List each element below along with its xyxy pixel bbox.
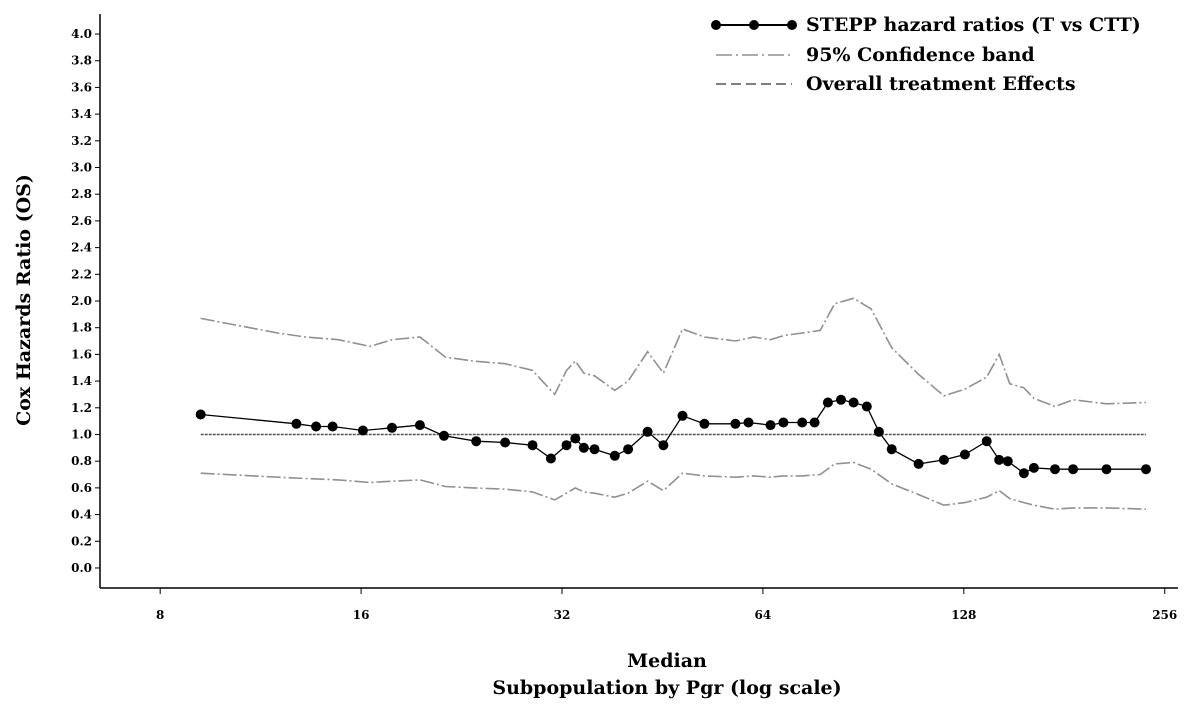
stepp-hazard-point [439, 430, 449, 441]
stepp-hazard-point [387, 422, 397, 433]
legend-swatch-stepp-dot [711, 20, 721, 30]
stepp-hazard-point [994, 454, 1005, 465]
x-axis-title-line-2: Subpopulation by Pgr (log scale) [492, 677, 841, 699]
y-tick-label: 3.6 [71, 80, 92, 94]
stepp-hazard-point [291, 418, 302, 429]
stepp-hazard-point [797, 417, 808, 428]
stepp-hazard-point [981, 436, 992, 447]
stepp-hazard-point [1101, 464, 1112, 475]
y-tick-label: 0.8 [71, 454, 92, 468]
stepp-hazard-point [658, 440, 669, 451]
stepp-hazard-point [1028, 462, 1039, 473]
stepp-hazard-point [1141, 464, 1151, 475]
x-axis-title-line-1: Median [627, 650, 707, 672]
stepp-hazard-point [589, 444, 600, 455]
stepp-hazard-point [527, 440, 538, 451]
stepp-hazard-point [1068, 464, 1079, 475]
legend: STEPP hazard ratios (T vs CTT) 95% Confi… [711, 14, 1141, 95]
stepp-hazard-point [414, 420, 425, 431]
y-axis-title: Cox Hazards Ratio (OS) [13, 174, 35, 426]
stepp-hazard-line [200, 399, 1146, 474]
legend-swatch-stepp-dot [787, 20, 797, 30]
stepp-hazard-point [357, 425, 368, 436]
stepp-hazard-point [578, 442, 589, 453]
stepp-hazard-point [886, 444, 897, 455]
stepp-hazard-point [311, 421, 322, 432]
y-tick-label: 1.2 [71, 401, 92, 415]
y-tick-label: 3.4 [71, 107, 92, 121]
stepp-hazard-point [623, 444, 634, 455]
confidence-band-upper [200, 297, 1147, 408]
y-tick-label: 2.0 [71, 294, 92, 308]
x-ticks: 8 16 32 64 128 256 [156, 588, 1177, 622]
stepp-hazard-point [730, 418, 741, 429]
legend-swatch-stepp-dot [749, 20, 759, 30]
y-tick-label: 1.0 [71, 427, 92, 441]
confidence-band-lower [200, 461, 1147, 511]
stepp-hazard-point [327, 421, 338, 432]
y-tick-label: 3.2 [71, 134, 92, 148]
legend-label-confidence: 95% Confidence band [806, 44, 1035, 66]
x-tick-label: 16 [353, 608, 370, 622]
stepp-hazard-point [913, 458, 924, 469]
y-tick-label: 0.6 [71, 481, 92, 495]
legend-label-overall: Overall treatment Effects [806, 73, 1076, 95]
axes [99, 14, 1178, 589]
stepp-hazard-point [545, 453, 556, 464]
y-tick-label: 1.8 [71, 321, 92, 335]
stepp-hazard-point [822, 397, 833, 408]
stepp-hazard-point [1002, 456, 1013, 467]
legend-item-overall: Overall treatment Effects [716, 73, 1076, 95]
x-tick-label: 256 [1152, 608, 1177, 622]
stepp-hazard-point [1018, 468, 1029, 479]
stepp-hazard-point [642, 426, 653, 437]
stepp-hazard-point [873, 426, 884, 437]
stepp-hazard-point [848, 397, 859, 408]
stepp-hazard-point [570, 433, 581, 444]
stepp-hazard-point [861, 401, 872, 412]
stepp-hazard-point [1050, 464, 1060, 475]
stepp-hazard-point [500, 437, 511, 448]
stepp-hazard-point [677, 410, 688, 421]
y-tick-label: 3.0 [71, 161, 92, 175]
stepp-hazard-point [809, 417, 820, 428]
y-tick-label: 2.8 [71, 187, 92, 201]
y-tick-label: 2.4 [71, 241, 92, 255]
stepp-hazard-point [561, 440, 572, 451]
y-tick-label: 2.6 [71, 214, 92, 228]
stepp-hazard-point [765, 420, 776, 431]
plot-area [195, 297, 1151, 511]
x-tick-label: 64 [755, 608, 772, 622]
stepp-hazard-point [699, 418, 710, 429]
stepp-hazard-point [195, 409, 206, 420]
y-tick-label: 1.4 [71, 374, 92, 388]
legend-label-stepp: STEPP hazard ratios (T vs CTT) [806, 14, 1141, 36]
y-tick-label: 2.2 [71, 267, 92, 281]
stepp-hazard-point [471, 436, 482, 447]
y-ticks: 0.0 0.2 0.4 0.6 0.8 1.0 1.2 1.4 1.6 1.8 2.0 2.2 2.4 2… [71, 27, 100, 575]
y-tick-label: 4.0 [71, 27, 92, 41]
stepp-hazard-point [609, 450, 620, 461]
stepp-hazard-point [778, 417, 789, 428]
y-tick-label: 0.2 [71, 534, 92, 548]
stepp-hazard-point [959, 449, 970, 460]
stepp-hazard-point [938, 454, 949, 465]
x-tick-label: 32 [554, 608, 571, 622]
legend-item-stepp: STEPP hazard ratios (T vs CTT) [711, 14, 1141, 36]
x-tick-label: 128 [951, 608, 976, 622]
y-tick-label: 3.8 [71, 54, 92, 68]
stepp-hazard-point [836, 394, 846, 405]
legend-item-confidence: 95% Confidence band [716, 44, 1035, 66]
x-tick-label: 8 [156, 608, 164, 622]
y-tick-label: 1.6 [71, 347, 92, 361]
y-tick-label: 0.4 [71, 508, 92, 522]
y-tick-label: 0.0 [71, 561, 92, 575]
stepp-hazard-point [743, 417, 754, 428]
